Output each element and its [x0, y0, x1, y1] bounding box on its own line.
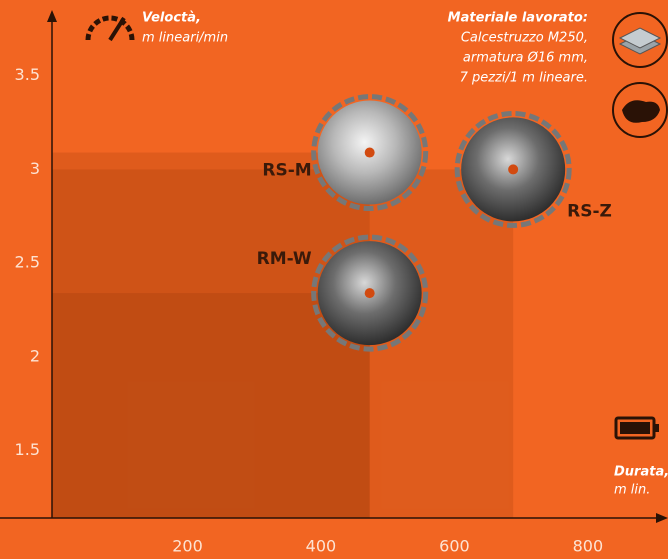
series-name: RS-Z [567, 201, 612, 221]
points [311, 94, 572, 352]
y-label: Veloctà, [142, 11, 201, 26]
annotation: 7 pezzi/1 m lineare. [460, 71, 588, 86]
blade [311, 234, 429, 352]
y-tick-label: 2.5 [15, 253, 40, 272]
battery-icon [614, 416, 659, 440]
x-arrow [656, 513, 668, 523]
annotation: Materiale lavorato: [448, 11, 588, 26]
material-icons [612, 12, 668, 138]
areas [52, 152, 514, 519]
blade [311, 94, 429, 212]
x-tick-label: 600 [439, 537, 470, 556]
y-arrow [47, 10, 57, 22]
x-tick-label: 200 [172, 537, 203, 556]
axes [0, 10, 668, 523]
area [52, 293, 370, 518]
y-label: m lineari/min [142, 31, 228, 46]
x-label: Durata, [614, 465, 668, 480]
y-tick-label: 3.5 [15, 65, 40, 84]
annotation: armatura Ø16 mm, [463, 51, 588, 66]
area [52, 169, 514, 518]
series-name: RS-M [262, 161, 311, 181]
x-label: m lin. [614, 483, 650, 498]
x-tick-label: 800 [573, 537, 604, 556]
area [52, 152, 370, 519]
annotation: Calcestruzzo M250, [461, 31, 588, 46]
series-name: RM-W [257, 249, 312, 269]
speed-icon [85, 15, 135, 42]
blade [454, 110, 572, 228]
y-tick-label: 2 [30, 346, 40, 365]
y-tick-label: 3 [30, 159, 40, 178]
x-tick-label: 400 [306, 537, 337, 556]
y-tick-label: 1.5 [15, 440, 40, 459]
